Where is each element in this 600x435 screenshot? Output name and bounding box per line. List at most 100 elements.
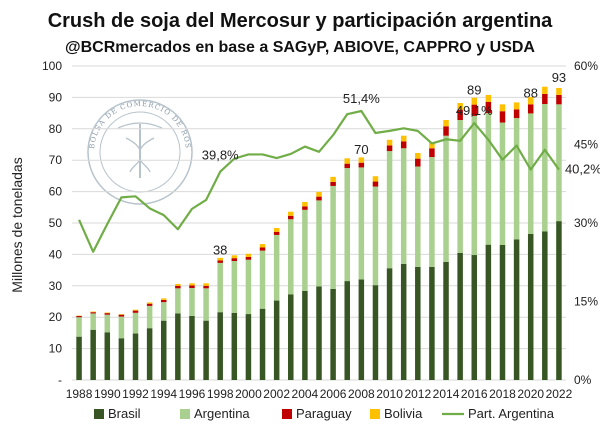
bar-bolivia-2011 — [400, 135, 407, 142]
legend: Brasil Argentina Paraguay Bolivia Part. Arge… — [94, 406, 555, 421]
x-tick-label: 1994 — [150, 387, 177, 401]
legend-label-paraguay: Paraguay — [296, 406, 352, 421]
bar-brasil-1988 — [76, 336, 82, 380]
bar-paraguay-2012 — [415, 158, 421, 167]
legend-label-brasil: Brasil — [108, 406, 141, 421]
annotation-70: 70 — [354, 142, 368, 157]
bar-bolivia-1999 — [231, 255, 238, 259]
bar-paraguay-2006 — [330, 181, 336, 186]
bar-paraguay-1989 — [90, 312, 96, 314]
bar-paraguay-1991 — [118, 314, 125, 317]
y2-tick-label: 15% — [574, 295, 598, 309]
x-tick-label: 1996 — [179, 387, 206, 401]
bar-brasil-2021 — [542, 231, 548, 380]
bar-argentina-2003 — [288, 219, 294, 295]
bar-argentina-2004 — [302, 209, 308, 291]
x-tick-label: 2006 — [320, 387, 347, 401]
bar-bolivia-2012 — [415, 152, 421, 159]
bar-brasil-2000 — [245, 314, 252, 380]
y2-tick-label: 45% — [574, 138, 598, 152]
y-tick-label: 10 — [49, 342, 63, 356]
bar-argentina-2022 — [556, 104, 562, 222]
bar-paraguay-2013 — [429, 148, 435, 158]
bar-brasil-2018 — [499, 244, 506, 380]
y-tick-label: 20 — [49, 310, 63, 324]
bar-paraguay-2014 — [443, 126, 449, 136]
x-tick-label: 2002 — [263, 387, 290, 401]
bar-brasil-2009 — [372, 285, 379, 380]
bar-brasil-2005 — [316, 286, 322, 380]
y-tick-label: 60 — [49, 185, 63, 199]
bar-argentina-2010 — [386, 151, 393, 269]
bar-bolivia-1989 — [90, 311, 96, 313]
bar-argentina-1992 — [132, 312, 139, 334]
seal-caduceus-snake — [129, 137, 155, 173]
chart-subtitle: @BCRmercados en base a SAGyP, ABIOVE, CA… — [65, 39, 535, 56]
annotation-89: 89 — [467, 83, 481, 98]
bar-argentina-2011 — [400, 148, 407, 264]
x-tick-label: 1988 — [66, 387, 93, 401]
y-tick-label: 80 — [49, 122, 63, 136]
bar-bolivia-1994 — [160, 298, 167, 300]
bar-argentina-1990 — [104, 314, 111, 333]
bar-argentina-2012 — [415, 166, 421, 267]
legend-label-part-argentina: Part. Argentina — [468, 406, 555, 421]
bar-bolivia-2004 — [302, 201, 308, 207]
legend-swatch-bolivia — [370, 409, 380, 419]
bar-brasil-1993 — [146, 328, 153, 380]
bar-bolivia-2010 — [386, 139, 393, 146]
bar-brasil-2002 — [273, 300, 280, 380]
bar-bolivia-2009 — [372, 176, 379, 182]
annotation-88: 88 — [523, 86, 537, 101]
bar-argentina-1993 — [146, 305, 153, 329]
bar-brasil-2010 — [386, 268, 393, 380]
x-tick-label: 2014 — [433, 387, 460, 401]
y-tick-label: 40 — [49, 247, 63, 261]
bar-bolivia-2007 — [344, 158, 350, 164]
bar-argentina-1988 — [76, 317, 82, 337]
bar-paraguay-2005 — [316, 196, 322, 201]
x-tick-label: 2022 — [546, 387, 573, 401]
y-tick-label: 100 — [42, 59, 62, 73]
legend-label-bolivia: Bolivia — [384, 406, 423, 421]
bar-argentina-2015 — [457, 120, 463, 253]
bar-brasil-2020 — [527, 233, 534, 380]
x-tick-label: 1992 — [122, 387, 149, 401]
bar-paraguay-2008 — [358, 162, 365, 168]
bar-paraguay-2009 — [372, 181, 379, 187]
bar-argentina-2017 — [485, 113, 492, 245]
bar-argentina-2016 — [471, 115, 478, 256]
x-tick-label: 2008 — [348, 387, 375, 401]
bar-brasil-2001 — [259, 308, 266, 380]
y-tick-label: 30 — [49, 279, 63, 293]
bar-brasil-2014 — [443, 261, 449, 380]
participation-line-series — [78, 109, 560, 253]
bar-paraguay-2020 — [527, 104, 534, 114]
x-tick-label: 2012 — [404, 387, 431, 401]
bar-argentina-1996 — [189, 288, 195, 316]
x-tick-label: 2004 — [292, 387, 319, 401]
bar-paraguay-1998 — [217, 260, 223, 263]
chart-title: Crush de soja del Mercosur y participaci… — [48, 10, 553, 32]
x-tick-label: 2020 — [517, 387, 544, 401]
bar-bolivia-2003 — [288, 211, 294, 216]
bar-paraguay-2022 — [556, 94, 562, 105]
legend-swatch-brasil — [94, 409, 104, 419]
bar-argentina-1991 — [118, 316, 125, 339]
bar-argentina-2000 — [245, 259, 252, 315]
bar-brasil-1999 — [231, 312, 238, 380]
bar-brasil-2006 — [330, 288, 336, 380]
bar-bolivia-1996 — [189, 283, 195, 286]
y2-tick-label: 30% — [574, 216, 598, 230]
bar-paraguay-1999 — [231, 258, 238, 261]
y-axis-ticks: - 10 20 30 40 50 60 70 80 90 100 — [42, 59, 62, 387]
y2-tick-label: 0% — [574, 373, 592, 387]
bar-paraguay-1997 — [203, 285, 209, 289]
x-tick-label: 2018 — [489, 387, 516, 401]
bar-brasil-2017 — [485, 244, 492, 380]
bar-bolivia-2022 — [556, 87, 562, 95]
stacked-bars — [76, 86, 562, 380]
y2-axis-ticks: 0% 15% 30% 45% 60% — [574, 59, 598, 387]
bar-paraguay-2019 — [513, 109, 520, 119]
bar-argentina-2006 — [330, 185, 336, 289]
